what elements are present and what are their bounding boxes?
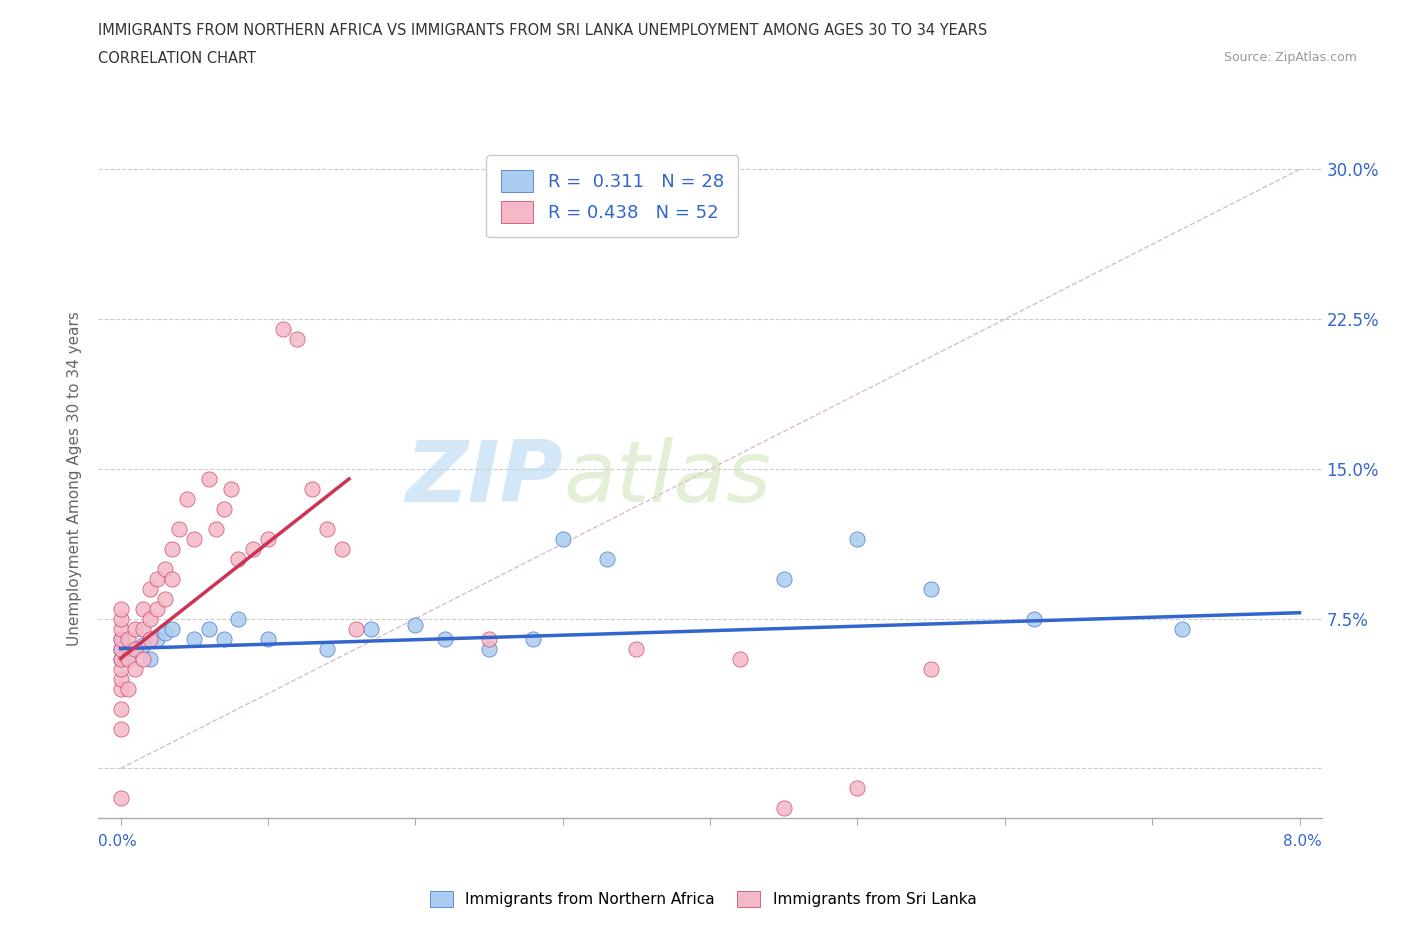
- Point: [219, 482, 242, 497]
- Point: [160, 621, 183, 636]
- Point: [920, 661, 942, 676]
- Point: [110, 671, 132, 686]
- Point: [110, 681, 132, 696]
- Point: [110, 651, 132, 666]
- Point: [551, 531, 574, 546]
- Point: [242, 541, 264, 556]
- Text: IMMIGRANTS FROM NORTHERN AFRICA VS IMMIGRANTS FROM SRI LANKA UNEMPLOYMENT AMONG : IMMIGRANTS FROM NORTHERN AFRICA VS IMMIG…: [98, 23, 987, 38]
- Point: [146, 571, 169, 586]
- Point: [920, 581, 942, 596]
- Point: [110, 621, 132, 636]
- Point: [131, 602, 153, 617]
- Point: [198, 472, 221, 486]
- Point: [360, 621, 382, 636]
- Point: [153, 625, 176, 640]
- Text: ZIP: ZIP: [405, 437, 564, 521]
- Point: [271, 322, 294, 337]
- Point: [183, 531, 205, 546]
- Point: [160, 541, 183, 556]
- Point: [110, 631, 132, 646]
- Point: [228, 611, 250, 626]
- Point: [433, 631, 456, 646]
- Point: [1024, 611, 1046, 626]
- Point: [257, 531, 280, 546]
- Point: [117, 681, 139, 696]
- Point: [131, 637, 153, 652]
- Text: atlas: atlas: [564, 437, 772, 521]
- Point: [117, 631, 139, 646]
- Point: [117, 645, 139, 660]
- Point: [169, 522, 191, 537]
- Point: [110, 602, 132, 617]
- Point: [287, 332, 309, 347]
- Point: [146, 602, 169, 617]
- Point: [404, 618, 426, 632]
- Point: [478, 642, 501, 657]
- Point: [198, 621, 221, 636]
- Point: [124, 621, 146, 636]
- Point: [596, 551, 619, 566]
- Point: [183, 631, 205, 646]
- Point: [124, 642, 146, 657]
- Point: [257, 631, 280, 646]
- Point: [301, 482, 323, 497]
- Point: [228, 551, 250, 566]
- Point: [772, 571, 794, 586]
- Point: [146, 631, 169, 646]
- Point: [728, 651, 751, 666]
- Point: [205, 522, 228, 537]
- Point: [139, 581, 162, 596]
- Text: CORRELATION CHART: CORRELATION CHART: [98, 51, 256, 66]
- Point: [110, 721, 132, 736]
- Point: [212, 501, 235, 516]
- Point: [153, 562, 176, 577]
- Point: [846, 531, 869, 546]
- Point: [626, 642, 648, 657]
- Point: [139, 651, 162, 666]
- Y-axis label: Unemployment Among Ages 30 to 34 years: Unemployment Among Ages 30 to 34 years: [67, 312, 83, 646]
- Text: 8.0%: 8.0%: [1282, 834, 1322, 849]
- Point: [330, 541, 353, 556]
- Point: [315, 522, 337, 537]
- Point: [110, 651, 132, 666]
- Point: [124, 642, 146, 657]
- Point: [139, 631, 162, 646]
- Point: [117, 651, 139, 666]
- Point: [110, 611, 132, 626]
- Point: [139, 611, 162, 626]
- Point: [212, 631, 235, 646]
- Point: [478, 631, 501, 646]
- Point: [772, 801, 794, 816]
- Point: [110, 642, 132, 657]
- Legend: Immigrants from Northern Africa, Immigrants from Sri Lanka: Immigrants from Northern Africa, Immigra…: [423, 884, 983, 913]
- Point: [110, 661, 132, 676]
- Point: [131, 651, 153, 666]
- Legend: R =  0.311   N = 28, R = 0.438   N = 52: R = 0.311 N = 28, R = 0.438 N = 52: [486, 155, 738, 237]
- Text: Source: ZipAtlas.com: Source: ZipAtlas.com: [1223, 51, 1357, 64]
- Point: [344, 621, 367, 636]
- Point: [110, 631, 132, 646]
- Point: [1170, 621, 1192, 636]
- Point: [160, 571, 183, 586]
- Point: [522, 631, 544, 646]
- Point: [124, 661, 146, 676]
- Point: [315, 642, 337, 657]
- Point: [110, 642, 132, 657]
- Point: [153, 591, 176, 606]
- Point: [846, 781, 869, 796]
- Point: [110, 791, 132, 806]
- Point: [110, 701, 132, 716]
- Point: [131, 621, 153, 636]
- Text: 0.0%: 0.0%: [98, 834, 138, 849]
- Point: [176, 491, 198, 506]
